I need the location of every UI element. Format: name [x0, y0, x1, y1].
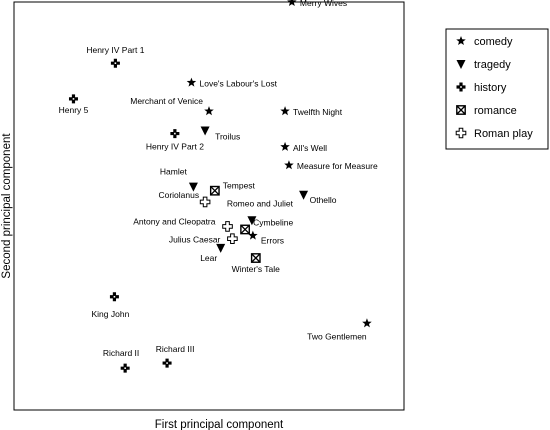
point-romeo-and-juliet [247, 216, 257, 226]
point-lear [216, 243, 226, 253]
point-label-romeo-and-juliet: Romeo and Juliet [227, 198, 294, 208]
point-hamlet [188, 182, 198, 192]
point-othello [299, 190, 309, 200]
point-label-lear: Lear [200, 253, 217, 263]
point-label-merchant-of-venice: Merchant of Venice [130, 96, 203, 106]
point-label-coriolanus: Coriolanus [158, 190, 199, 200]
legend-marker-history [456, 82, 466, 92]
legend-label-history: history [474, 82, 507, 94]
point-label-henry-5: Henry 5 [59, 105, 89, 115]
point-love-s-labour-s-lost [186, 77, 197, 87]
point-label-richard-ii: Richard II [103, 348, 139, 358]
point-label-antony-and-cleopatra: Antony and Cleopatra [133, 216, 215, 226]
point-henry-iv-part-1 [110, 58, 120, 68]
legend-marker-roman [455, 127, 467, 139]
point-king-john [109, 292, 119, 302]
point-label-troilus: Troilus [215, 132, 240, 142]
point-coriolanus [199, 196, 211, 208]
point-tempest [209, 185, 220, 196]
point-antony-and-cleopatra [222, 221, 233, 232]
point-henry-5 [68, 94, 78, 104]
point-label-errors: Errors [261, 236, 284, 246]
data-points: Merry Wives Henry IV Part 1 Love's Labour'… [59, 0, 378, 373]
point-merchant-of-venice [204, 106, 214, 116]
point-label-othello: Othello [310, 195, 337, 205]
legend-marker-tragedy [456, 60, 466, 69]
legend: comedy tragedy history romance Roman play [445, 28, 549, 150]
plot-frame [13, 1, 405, 411]
legend-label-comedy: comedy [474, 36, 513, 48]
point-label-henry-iv-part-1: Henry IV Part 1 [86, 45, 144, 55]
point-label-hamlet: Hamlet [160, 167, 188, 177]
point-label-richard-iii: Richard III [156, 344, 195, 354]
point-richard-iii [162, 358, 172, 368]
point-henry-iv-part-2 [170, 129, 180, 139]
point-merry-wives [287, 0, 297, 7]
point-cymbeline [240, 224, 250, 235]
point-label-henry-iv-part-2: Henry IV Part 2 [146, 142, 204, 152]
point-troilus [200, 126, 210, 136]
point-label-winter-s-tale: Winter's Tale [232, 264, 281, 274]
point-label-two-gentlemen: Two Gentlemen [307, 331, 367, 341]
point-measure-for-measure [284, 160, 294, 170]
point-label-all-s-well: All's Well [293, 143, 327, 153]
point-richard-ii [120, 363, 130, 373]
point-label-measure-for-measure: Measure for Measure [297, 161, 378, 171]
point-label-merry-wives: Merry Wives [300, 0, 347, 8]
y-axis-title: Second principal component [1, 133, 13, 279]
point-all-s-well [280, 141, 290, 151]
point-errors [248, 230, 258, 240]
point-twelfth-night [280, 106, 290, 116]
point-two-gentlemen [362, 318, 372, 328]
point-label-king-john: King John [91, 309, 129, 319]
point-label-cymbeline: Cymbeline [253, 218, 293, 228]
point-label-tempest: Tempest [223, 181, 256, 191]
point-label-julius-caesar: Julius Caesar [169, 235, 221, 245]
point-label-twelfth-night: Twelfth Night [293, 107, 343, 117]
legend-label-romance: romance [474, 105, 517, 117]
point-julius-caesar [227, 233, 238, 244]
legend-marker-comedy [456, 36, 466, 46]
x-axis-title: First principal component [155, 419, 284, 430]
legend-label-tragedy: tragedy [474, 59, 511, 71]
legend-marker-romance [456, 105, 466, 115]
legend-label-roman: Roman play [474, 128, 533, 140]
point-label-love-s-labour-s-lost: Love's Labour's Lost [200, 79, 278, 89]
point-winter-s-tale [250, 253, 261, 263]
